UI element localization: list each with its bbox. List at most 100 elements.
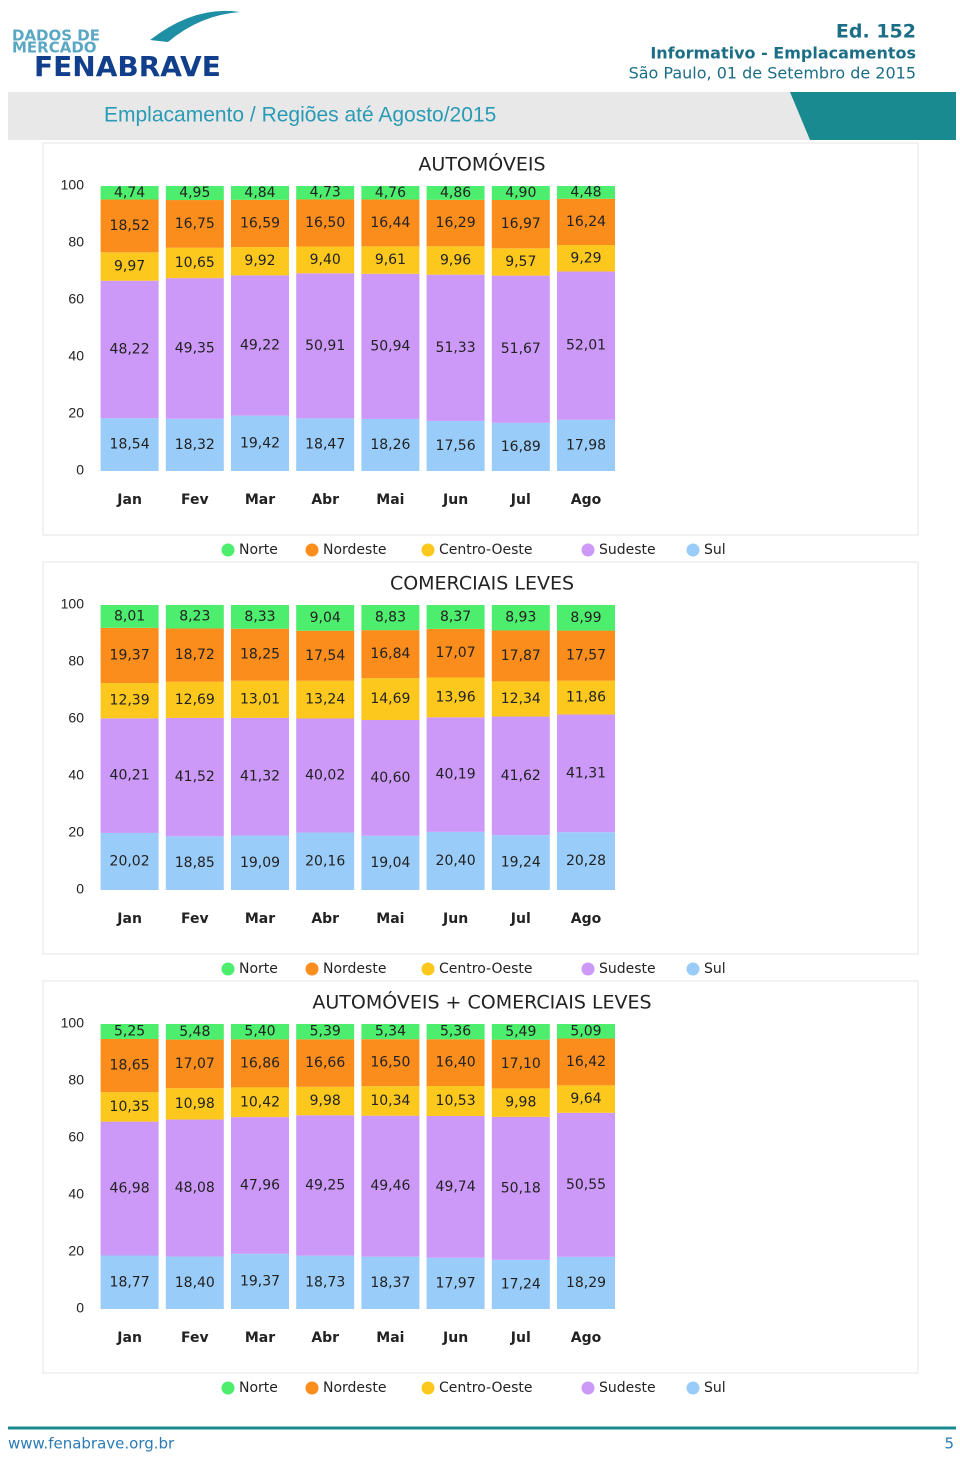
bar-segment <box>100 1255 159 1309</box>
data-label: 50,18 <box>501 1180 541 1196</box>
bar-segment <box>426 1086 485 1117</box>
bar-segment <box>491 1116 550 1260</box>
bar-segment <box>557 832 615 890</box>
bar-segment <box>491 1039 550 1089</box>
bar-segment <box>165 836 224 890</box>
bar-segment <box>165 418 224 471</box>
data-label: 9,29 <box>570 250 601 266</box>
y-tick-label: 20 <box>68 1243 84 1259</box>
data-label: 17,07 <box>175 1056 215 1072</box>
data-label: 52,01 <box>566 338 606 354</box>
data-label: 8,33 <box>244 609 275 625</box>
data-label: 40,19 <box>436 767 476 783</box>
data-label: 5,40 <box>244 1024 275 1040</box>
y-tick-label: 0 <box>76 462 84 478</box>
header: DADOS DE MERCADO FENABRAVE Ed. 152 Infor… <box>8 10 956 140</box>
data-label: 18,26 <box>370 437 410 453</box>
legend-marker <box>686 543 700 557</box>
bar-segment <box>165 604 224 629</box>
legend-marker <box>421 1381 435 1395</box>
data-label: 16,59 <box>240 215 280 231</box>
bar-segment <box>491 1259 550 1309</box>
data-label: 18,47 <box>305 437 345 453</box>
data-label: 41,62 <box>501 768 541 784</box>
data-label: 40,60 <box>370 770 410 786</box>
logo-brand: FENABRAVE <box>34 50 221 83</box>
data-label: 4,73 <box>310 185 341 201</box>
bar-segment <box>426 677 485 718</box>
bar-segment <box>426 628 485 678</box>
data-label: 19,04 <box>370 855 410 871</box>
logo-text: MERCADO <box>12 39 97 57</box>
bar-segment <box>296 418 355 471</box>
bar-segment <box>557 604 615 631</box>
bar-segment <box>557 1112 615 1257</box>
data-label: 16,97 <box>501 216 541 232</box>
page-number: 5 <box>944 1435 954 1453</box>
bar-segment <box>557 1038 615 1086</box>
bar-segment <box>491 605 550 631</box>
chart-title: AUTOMÓVEIS <box>418 152 545 176</box>
data-label: 17,97 <box>436 1275 476 1291</box>
data-label: 4,90 <box>505 185 536 201</box>
x-tick-label: Mai <box>376 1330 404 1346</box>
data-label: 9,04 <box>310 610 341 626</box>
bar-segment <box>231 1117 289 1254</box>
banner-title: Emplacamento / Regiões até Agosto/2015 <box>104 104 496 127</box>
data-label: 13,24 <box>305 692 345 708</box>
bar-segment <box>491 199 550 249</box>
x-tick-label: Mai <box>376 492 404 508</box>
legend-marker <box>221 1381 235 1395</box>
data-label: 5,34 <box>375 1024 406 1040</box>
bar-segment <box>165 247 224 279</box>
data-label: 11,86 <box>566 690 606 706</box>
legend-marker <box>305 1381 319 1395</box>
data-label: 20,02 <box>110 853 150 869</box>
data-label: 48,22 <box>110 341 150 357</box>
chart-frame <box>42 561 919 955</box>
bar-segment <box>491 1088 550 1117</box>
legend-marker <box>305 543 319 557</box>
data-label: 49,46 <box>370 1178 410 1194</box>
x-tick-label: Ago <box>571 1330 602 1346</box>
bar-segment <box>100 627 159 684</box>
data-label: 41,52 <box>175 769 215 785</box>
data-label: 13,96 <box>436 689 476 705</box>
bar-segment <box>361 678 420 721</box>
bar-segment <box>296 199 355 247</box>
bar-segment <box>491 716 550 836</box>
bar-segment <box>361 605 420 631</box>
data-label: 17,07 <box>436 645 476 661</box>
edition: Ed. 152 <box>836 21 916 43</box>
bar-segment <box>426 1116 485 1258</box>
data-label: 48,08 <box>175 1180 215 1196</box>
bar-segment <box>361 1023 420 1040</box>
footer-url: www.fenabrave.org.br <box>8 1435 175 1453</box>
data-label: 10,53 <box>436 1093 476 1109</box>
bar-segment <box>165 681 224 718</box>
bar-segment <box>100 605 159 628</box>
bar-segment <box>426 605 485 629</box>
legend-label: Sul <box>704 1380 726 1396</box>
data-label: 16,24 <box>566 214 606 230</box>
bar-segment <box>231 1087 289 1118</box>
legend-label: Sul <box>704 961 726 977</box>
legend-label: Sul <box>704 542 726 558</box>
legend-marker <box>305 962 319 976</box>
bar-segment <box>426 1039 485 1087</box>
x-tick-label: Jul <box>510 911 531 927</box>
bar-segment <box>231 1253 289 1309</box>
data-label: 5,09 <box>570 1023 601 1039</box>
data-label: 10,34 <box>370 1093 410 1109</box>
data-label: 51,67 <box>501 341 541 357</box>
legend-marker <box>581 962 595 976</box>
legend-marker <box>581 543 595 557</box>
chart-frame <box>42 980 919 1374</box>
bar-segment <box>557 1256 615 1309</box>
y-tick-label: 20 <box>68 405 84 421</box>
data-label: 51,33 <box>436 340 476 356</box>
chart-title: AUTOMÓVEIS + COMERCIAIS LEVES <box>312 990 651 1014</box>
data-label: 18,77 <box>110 1274 150 1290</box>
data-label: 20,28 <box>566 853 606 869</box>
data-label: 49,35 <box>175 340 215 356</box>
